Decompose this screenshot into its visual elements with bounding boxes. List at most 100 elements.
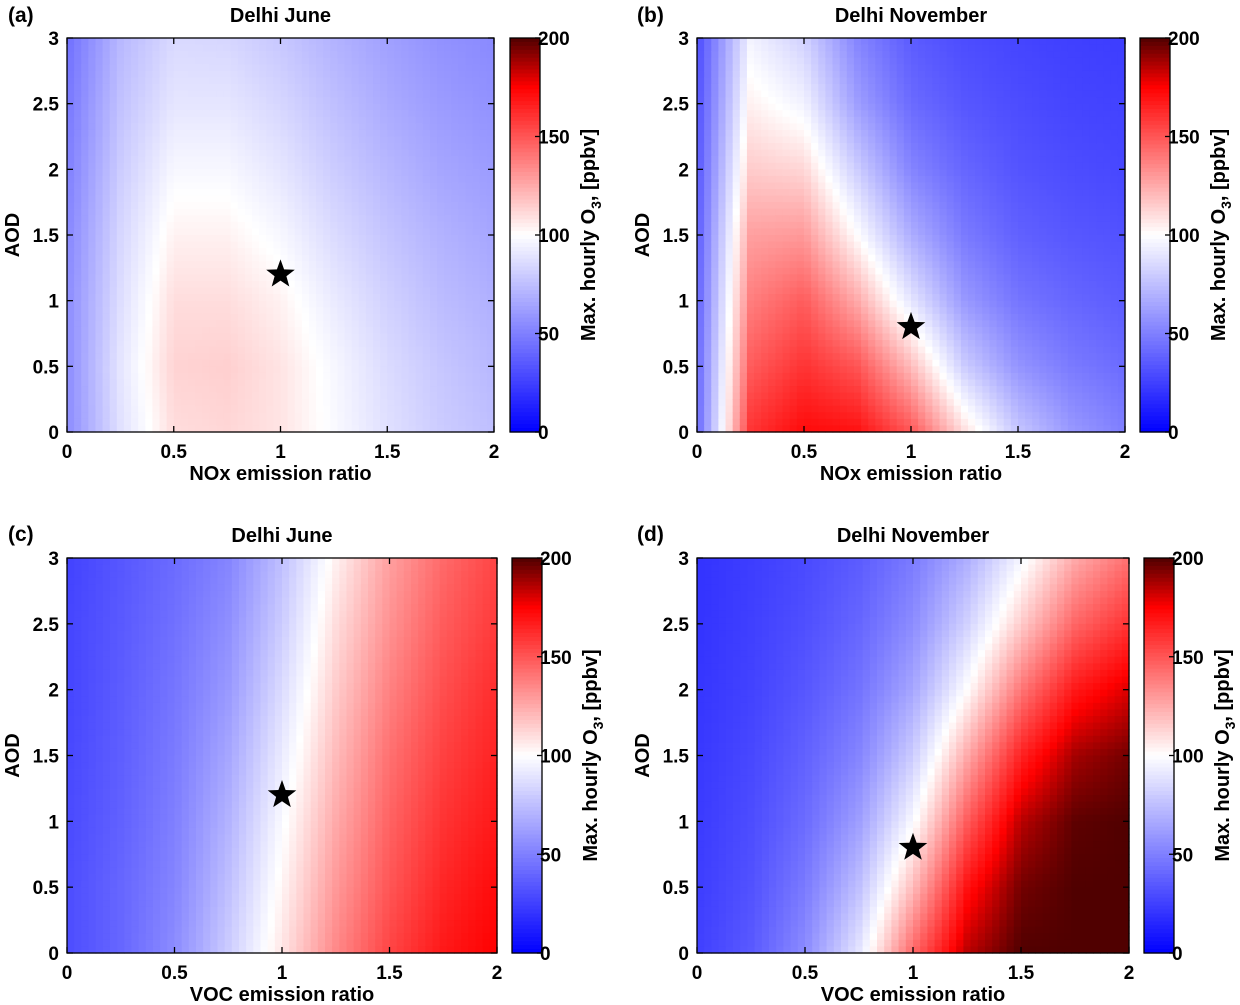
heatmap-cell [739, 412, 748, 420]
heatmap-cell [358, 294, 367, 302]
heatmap-cell [804, 372, 812, 381]
heatmap-cell [387, 399, 395, 407]
heatmap-cell [109, 70, 118, 78]
heatmap-cell [237, 208, 246, 216]
heatmap-cell [732, 274, 741, 282]
heatmap-cell [316, 267, 324, 275]
heatmap-cell [301, 405, 310, 413]
heatmap-cell [159, 116, 168, 124]
colorbar-segment [510, 203, 540, 209]
heatmap-cell [223, 116, 232, 124]
heatmap-cell [832, 300, 841, 308]
heatmap-cell [415, 274, 424, 282]
heatmap-cell [775, 405, 784, 413]
heatmap-cell [804, 307, 812, 315]
heatmap-cell [711, 44, 719, 52]
heatmap-cell [697, 307, 705, 315]
heatmap-cell [697, 248, 705, 256]
heatmap-cell [732, 202, 741, 210]
heatmap-cell [266, 280, 274, 289]
heatmap-cell [138, 221, 146, 230]
heatmap-cell [308, 392, 317, 400]
heatmap-cell [472, 189, 481, 197]
heatmap-cell [782, 340, 791, 348]
heatmap-cell [273, 386, 282, 394]
heatmap-cell [252, 162, 260, 170]
heatmap-cell [74, 372, 82, 381]
heatmap-cell [380, 399, 388, 407]
heatmap-cell [811, 169, 819, 177]
heatmap-cell [74, 326, 82, 335]
heatmap-cell [718, 392, 727, 400]
colorbar-segment [510, 309, 540, 315]
heatmap-cell [825, 359, 834, 367]
heatmap-cell [775, 307, 784, 315]
heatmap-cell [195, 129, 203, 138]
colorbar-segment [510, 85, 540, 90]
heatmap-cell [725, 320, 734, 328]
heatmap-cell [818, 175, 826, 184]
heatmap-cell [422, 202, 431, 210]
heatmap-cell [465, 64, 474, 72]
heatmap-cell [465, 313, 474, 321]
heatmap-cell [387, 294, 395, 302]
heatmap-cell [732, 353, 741, 361]
heatmap-cell [145, 169, 153, 177]
heatmap-cell [187, 326, 196, 335]
heatmap-cell [287, 129, 296, 138]
heatmap-cell [244, 83, 253, 92]
heatmap-cell [323, 254, 331, 262]
heatmap-cell [74, 208, 82, 216]
colorbar-segment [510, 301, 540, 307]
heatmap-cell [351, 267, 360, 275]
colorbar-segment [510, 45, 540, 51]
heatmap-cell [444, 189, 452, 197]
heatmap-cell [81, 241, 89, 249]
heatmap-cell [486, 254, 495, 262]
heatmap-cell [294, 346, 303, 354]
heatmap-cell [429, 169, 438, 177]
heatmap-cell [308, 307, 317, 315]
heatmap-cell [259, 70, 267, 78]
heatmap-cell [725, 77, 734, 85]
heatmap-cell [67, 64, 75, 72]
heatmap-cell [123, 300, 132, 308]
heatmap-cell [287, 353, 296, 361]
heatmap-cell [387, 221, 395, 230]
heatmap-cell [237, 287, 246, 295]
heatmap-cell [109, 379, 118, 387]
heatmap-cell [252, 359, 260, 367]
heatmap-cell [711, 274, 719, 282]
heatmap-cell [465, 156, 474, 164]
heatmap-cell [444, 77, 452, 85]
heatmap-cell [775, 57, 784, 65]
heatmap-cell [173, 123, 182, 131]
heatmap-cell [415, 116, 424, 124]
heatmap-cell [131, 156, 139, 164]
heatmap-cell [95, 241, 104, 249]
heatmap-cell [209, 313, 218, 321]
heatmap-cell [280, 44, 289, 52]
heatmap-cell [337, 202, 346, 210]
heatmap-cell [95, 261, 104, 269]
heatmap-cell [95, 392, 104, 400]
heatmap-cell [811, 129, 819, 138]
heatmap-cell [804, 386, 812, 394]
heatmap-cell [95, 320, 104, 328]
heatmap-cell [415, 386, 424, 394]
heatmap-cell [351, 51, 360, 59]
heatmap-cell [223, 254, 232, 262]
heatmap-cell [145, 412, 153, 420]
heatmap-cell [761, 366, 769, 374]
y-tick-label: 1.5 [33, 226, 60, 247]
heatmap-cell [718, 254, 727, 262]
heatmap-cell [387, 123, 395, 131]
heatmap-cell [401, 97, 410, 105]
heatmap-cell [444, 83, 452, 92]
heatmap-cell [316, 287, 324, 295]
heatmap-cell [422, 215, 431, 223]
heatmap-cell [472, 116, 481, 124]
heatmap-cell [330, 353, 339, 361]
heatmap-cell [444, 182, 452, 190]
heatmap-cell [252, 77, 260, 85]
